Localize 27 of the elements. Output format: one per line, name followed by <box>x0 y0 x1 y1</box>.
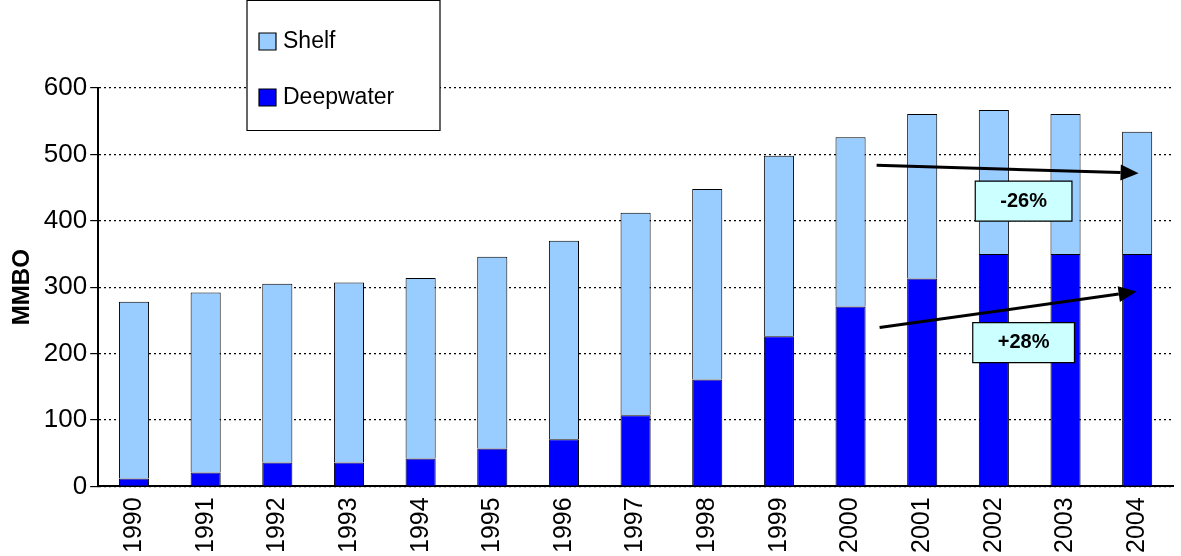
x-tick-label: 1991 <box>189 497 218 554</box>
x-tick-label: 1999 <box>762 497 791 554</box>
x-tick-label: 1994 <box>404 497 433 554</box>
x-tick-label: 2000 <box>834 497 863 554</box>
x-tick-label: 2001 <box>906 497 935 554</box>
y-axis-title: MMBO <box>7 249 35 326</box>
x-tick-label: 1998 <box>691 497 720 554</box>
y-tick-label: 100 <box>43 403 88 434</box>
legend-label: Shelf <box>283 27 337 54</box>
x-tick-label: 1996 <box>547 497 576 554</box>
legend-label: Deepwater <box>283 83 395 110</box>
x-tick-label: 1992 <box>261 497 290 554</box>
x-tick-label: 2003 <box>1049 497 1078 554</box>
annotation: +28% <box>997 330 1050 353</box>
y-tick-label: 500 <box>43 137 88 168</box>
y-tick-label: 400 <box>43 203 88 234</box>
x-tick-label: 1997 <box>619 497 648 554</box>
x-tick-label: 1995 <box>476 497 505 554</box>
annotation: -26% <box>1000 188 1048 211</box>
y-tick-label: 200 <box>43 336 88 367</box>
y-tick-label: 600 <box>43 71 88 102</box>
y-tick-label: 0 <box>72 469 88 500</box>
x-tick-label: 1990 <box>117 497 146 554</box>
y-tick-label: 300 <box>43 270 88 301</box>
x-tick-label: 2002 <box>977 497 1006 554</box>
x-tick-label: 1993 <box>332 497 361 554</box>
x-tick-label: 2004 <box>1121 497 1150 554</box>
